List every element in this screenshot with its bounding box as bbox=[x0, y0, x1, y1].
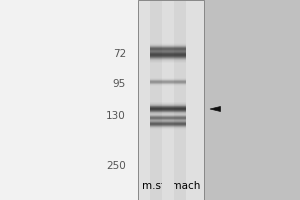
Bar bbox=[150, 112, 186, 113]
Bar bbox=[150, 59, 186, 60]
Bar bbox=[150, 55, 186, 56]
Bar bbox=[150, 62, 186, 63]
Bar bbox=[150, 126, 186, 127]
Bar bbox=[150, 51, 186, 52]
Polygon shape bbox=[210, 106, 220, 112]
Bar bbox=[150, 111, 186, 112]
Bar bbox=[150, 46, 186, 47]
Bar bbox=[138, 0, 204, 200]
Text: 250: 250 bbox=[106, 161, 126, 171]
Bar bbox=[150, 118, 186, 119]
Bar bbox=[150, 43, 186, 44]
Bar bbox=[150, 120, 186, 121]
Bar bbox=[150, 52, 186, 53]
Bar bbox=[150, 107, 186, 108]
Bar bbox=[150, 102, 186, 103]
Bar bbox=[150, 47, 186, 48]
Bar bbox=[138, 0, 204, 200]
Text: 95: 95 bbox=[113, 79, 126, 89]
Bar bbox=[150, 119, 186, 120]
Bar bbox=[150, 108, 186, 109]
Bar bbox=[150, 50, 186, 51]
Bar bbox=[150, 109, 186, 110]
Bar bbox=[150, 127, 186, 128]
Bar bbox=[150, 47, 186, 48]
Bar bbox=[150, 51, 186, 52]
Bar bbox=[150, 49, 186, 50]
Bar bbox=[150, 52, 186, 53]
Bar bbox=[150, 56, 186, 57]
Bar bbox=[150, 53, 186, 54]
Bar bbox=[150, 114, 186, 115]
Bar bbox=[150, 57, 186, 58]
Bar bbox=[162, 0, 174, 200]
Bar bbox=[150, 48, 186, 49]
Bar bbox=[150, 115, 186, 116]
Bar bbox=[150, 44, 186, 45]
Bar bbox=[150, 122, 186, 123]
Bar bbox=[150, 124, 186, 125]
Bar bbox=[150, 53, 186, 54]
Text: 72: 72 bbox=[113, 49, 126, 59]
Bar bbox=[150, 118, 186, 119]
Bar bbox=[150, 61, 186, 62]
Bar bbox=[150, 104, 186, 105]
Bar bbox=[0, 0, 138, 200]
Bar bbox=[150, 58, 186, 59]
Bar bbox=[150, 128, 186, 129]
Bar bbox=[150, 123, 186, 124]
Text: m.stomach: m.stomach bbox=[142, 181, 200, 191]
Bar bbox=[150, 0, 186, 200]
Bar bbox=[150, 48, 186, 49]
Text: 130: 130 bbox=[106, 111, 126, 121]
Bar bbox=[150, 113, 186, 114]
Bar bbox=[150, 113, 186, 114]
Bar bbox=[150, 119, 186, 120]
Bar bbox=[150, 49, 186, 50]
Bar bbox=[150, 45, 186, 46]
Bar bbox=[150, 103, 186, 104]
Bar bbox=[150, 120, 186, 121]
Bar bbox=[150, 125, 186, 126]
Bar bbox=[150, 54, 186, 55]
Bar bbox=[150, 50, 186, 51]
Bar bbox=[150, 106, 186, 107]
Bar bbox=[150, 110, 186, 111]
Bar bbox=[150, 105, 186, 106]
Bar bbox=[150, 121, 186, 122]
Bar bbox=[150, 129, 186, 130]
Bar bbox=[150, 60, 186, 61]
